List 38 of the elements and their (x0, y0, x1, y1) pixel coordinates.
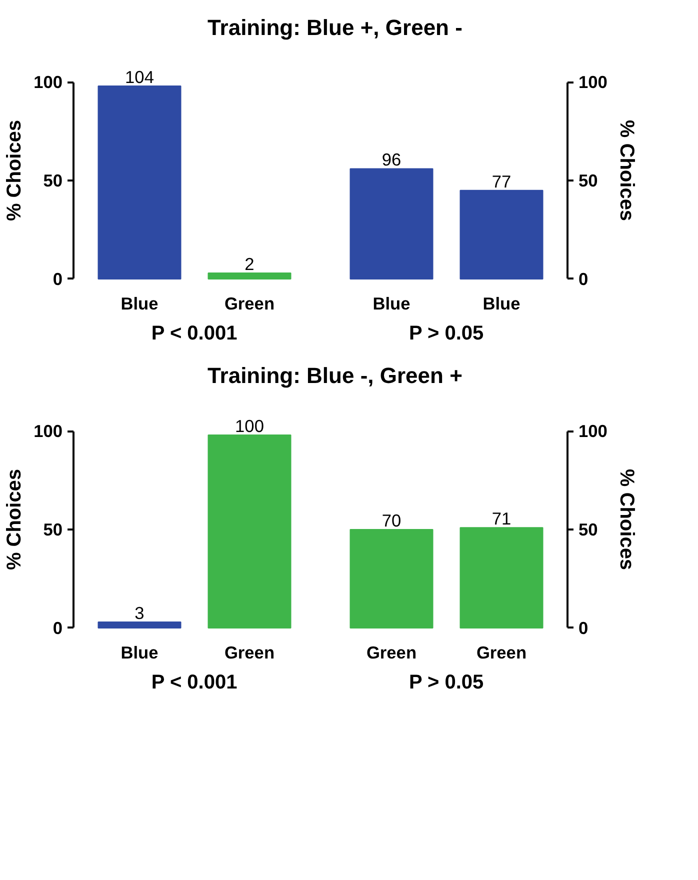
annotation: 104 (125, 67, 154, 88)
y2-tick-label: 100 (578, 72, 608, 93)
y-tick-label: 50 (43, 170, 63, 191)
y2-tick-label: 100 (578, 420, 608, 441)
x-tick-label: Blue (372, 294, 411, 314)
y2-tick-label: 50 (578, 519, 598, 540)
x-tick-label: Green (224, 642, 275, 662)
annotation: 71 (492, 508, 512, 528)
y2-axis-title: % Choices (615, 120, 638, 222)
y-tick-label: 0 (52, 618, 63, 638)
annotation: 100 (235, 416, 264, 436)
text: P < 0.001 (151, 671, 238, 694)
y-tick-label: 0 (52, 269, 63, 290)
y-axis-title: % Choices (4, 468, 26, 570)
x-tick-label: Blue (482, 294, 521, 314)
y-axis-title: % Choices (4, 120, 26, 222)
x-tick-label: Green (224, 294, 275, 314)
y-tick-label: 100 (34, 420, 63, 441)
annotation: 77 (492, 172, 512, 192)
y-tick-label: 100 (34, 72, 63, 93)
text: P > 0.05 (408, 671, 484, 694)
annotation: 3 (134, 602, 144, 623)
y2-tick-label: 0 (578, 618, 588, 638)
text: P < 0.001 (151, 322, 238, 345)
x-tick-label: Blue (120, 642, 159, 662)
x-tick-label: Blue (120, 294, 159, 314)
y-tick-label: 50 (43, 519, 63, 540)
annotation: 2 (244, 254, 254, 274)
annotation: 70 (382, 510, 402, 530)
annotation: 96 (382, 150, 402, 170)
x-tick-label: Green (366, 642, 417, 662)
chart-title: Training: Blue -, Green + (208, 362, 462, 390)
y2-axis-title: % Choices (615, 468, 638, 570)
chart-title: Training: Blue +, Green - (208, 14, 462, 42)
x-tick-label: Green (476, 642, 527, 662)
y2-tick-label: 50 (578, 170, 598, 191)
text: P > 0.05 (408, 322, 484, 345)
y2-tick-label: 0 (578, 269, 588, 290)
